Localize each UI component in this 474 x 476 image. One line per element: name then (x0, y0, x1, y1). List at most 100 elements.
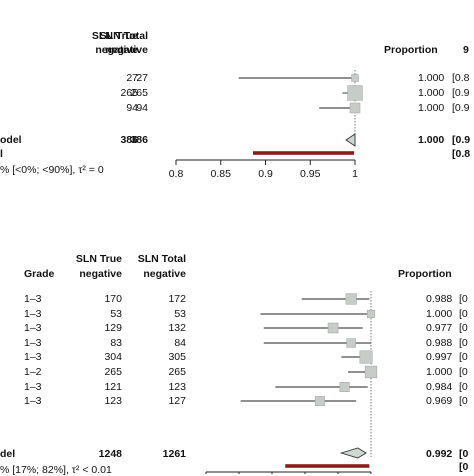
bottom-row-4-grade: 1–3 (24, 337, 42, 349)
top-row-3-proportion: 1.000 (418, 102, 445, 114)
bottom-study-1-box (345, 293, 357, 305)
bottom-row-7-proportion: 0.984 (426, 381, 453, 393)
bottom-row-5-ci: [0 (459, 351, 468, 363)
bottom-row-6-ci: [0 (459, 366, 468, 378)
bottom-row-3-ci: [0 (459, 322, 468, 334)
top-x-tick-label-4: 0.95 (300, 168, 321, 180)
bottom-header-proportion: Proportion (398, 268, 452, 280)
bottom-row-8-grade: 1–3 (24, 395, 42, 407)
top-row-2-total-neg: 265 (130, 87, 148, 99)
bottom-row-6-grade: 1–2 (24, 366, 42, 378)
bottom-study-3-box (327, 322, 339, 334)
top-summary-proportion: 1.000 (418, 134, 445, 146)
bottom-row-2-true-neg: 53 (110, 308, 122, 320)
top-row-3-ci: [0.9 (452, 102, 470, 114)
top-summary-true-neg: 386 (120, 134, 138, 146)
bottom-row-7-total-neg: 123 (168, 381, 186, 393)
top-prediction-interval (252, 151, 355, 155)
top-prediction-ci: [0.8 (452, 148, 471, 160)
bottom-row-2-ci: [0 (459, 308, 468, 320)
bottom-row-6-proportion: 1.000 (426, 366, 453, 378)
top-summary-diamond (345, 133, 356, 147)
bottom-row-4-proportion: 0.988 (426, 337, 453, 349)
bottom-row-2-total-neg: 53 (174, 308, 186, 320)
top-row-2-ci: [0.9 (452, 87, 470, 99)
top-study-3-box (349, 102, 361, 114)
bottom-row-4-total-neg: 84 (174, 337, 186, 349)
bottom-header-grade: Grade (24, 268, 55, 280)
bottom-row-3-grade: 1–3 (24, 322, 42, 334)
bottom-study-7-box (339, 382, 350, 392)
bottom-summary-true-neg: 1248 (98, 448, 122, 460)
top-row-3-true-neg: 94 (126, 102, 138, 114)
top-header-total-negative-1: SLN Total (99, 30, 148, 42)
bottom-row-5-proportion: 0.997 (426, 351, 453, 363)
top-header-total-negative-2: negative (105, 44, 148, 56)
top-study-1-box (351, 74, 359, 82)
top-study-2-box (347, 85, 363, 101)
top-header-true-negative-2: negative (95, 44, 138, 56)
bottom-prediction-ci: [0 (459, 461, 469, 473)
bottom-header-total-negative-2: negative (143, 268, 186, 280)
bottom-row-3-true-neg: 129 (104, 322, 122, 334)
bottom-row-3-total-neg: 132 (168, 322, 186, 334)
bottom-row-4-ci: [0 (459, 337, 468, 349)
top-header-true-negative-1: SLN True (91, 30, 138, 42)
bottom-study-5-box (359, 350, 373, 364)
bottom-row-1-grade: 1–3 (24, 293, 42, 305)
top-row-1-proportion: 1.000 (418, 72, 445, 84)
bottom-prediction-interval (285, 464, 370, 468)
bottom-summary-proportion: 0.992 (426, 448, 453, 460)
bottom-summary-diamond (339, 447, 367, 459)
bottom-row-3-proportion: 0.977 (426, 322, 453, 334)
bottom-row-8-total-neg: 127 (168, 395, 186, 407)
bottom-row-1-ci: [0 (459, 293, 468, 305)
top-summary-total-neg: 386 (130, 134, 148, 146)
bottom-row-5-total-neg: 305 (168, 351, 186, 363)
bottom-row-6-total-neg: 265 (168, 366, 186, 378)
bottom-row-8-ci: [0 (459, 395, 468, 407)
bottom-summary-total-neg: 1261 (162, 448, 186, 460)
bottom-row-7-ci: [0 (459, 381, 468, 393)
top-x-tick-label-2: 0.85 (211, 168, 232, 180)
top-header-proportion: Proportion (384, 44, 438, 56)
bottom-row-2-grade: 1–3 (24, 308, 42, 320)
top-header-ci: 9 (463, 44, 469, 56)
top-row-1-true-neg: 27 (126, 72, 138, 84)
bottom-study-2-box (366, 309, 376, 319)
top-summary-label: odel (0, 134, 22, 146)
top-prediction-label: l (0, 148, 3, 160)
top-row-2-true-neg: 265 (120, 87, 138, 99)
bottom-row-5-grade: 1–3 (24, 351, 42, 363)
bottom-row-6-true-neg: 265 (104, 366, 122, 378)
bottom-summary-ci: [0 (459, 448, 469, 460)
top-summary-ci: [0.9 (452, 134, 471, 146)
top-row-1-total-neg: 27 (136, 72, 148, 84)
top-row-2-proportion: 1.000 (418, 87, 445, 99)
top-x-tick-label-3: 0.9 (258, 168, 273, 180)
bottom-row-5-true-neg: 304 (104, 351, 122, 363)
bottom-row-1-proportion: 0.988 (426, 293, 453, 305)
bottom-row-7-grade: 1–3 (24, 381, 42, 393)
bottom-summary-label: del (0, 448, 16, 460)
top-x-tick-label-5: 1 (352, 168, 358, 180)
bottom-row-2-proportion: 1.000 (426, 308, 453, 320)
bottom-header-true-negative-2: negative (79, 268, 122, 280)
bottom-study-8-box (314, 396, 325, 406)
bottom-row-8-proportion: 0.969 (426, 395, 453, 407)
bottom-row-1-true-neg: 170 (104, 293, 122, 305)
top-heterogeneity: % [<0%; <90%], τ² = 0 (0, 164, 104, 176)
bottom-study-6-box (364, 365, 378, 379)
bottom-row-4-true-neg: 83 (110, 337, 122, 349)
top-row-3-total-neg: 94 (136, 102, 148, 114)
bottom-row-1-total-neg: 172 (168, 293, 186, 305)
bottom-header-true-negative-1: SLN True (75, 253, 122, 265)
bottom-heterogeneity: % [17%; 82%], τ² < 0.01 (0, 464, 112, 476)
bottom-row-7-true-neg: 121 (104, 381, 122, 393)
bottom-row-8-true-neg: 123 (104, 395, 122, 407)
bottom-study-4-box (346, 338, 356, 348)
top-row-1-ci: [0.8 (452, 72, 470, 84)
bottom-header-total-negative-1: SLN Total (137, 253, 186, 265)
top-x-tick-label-1: 0.8 (169, 168, 184, 180)
